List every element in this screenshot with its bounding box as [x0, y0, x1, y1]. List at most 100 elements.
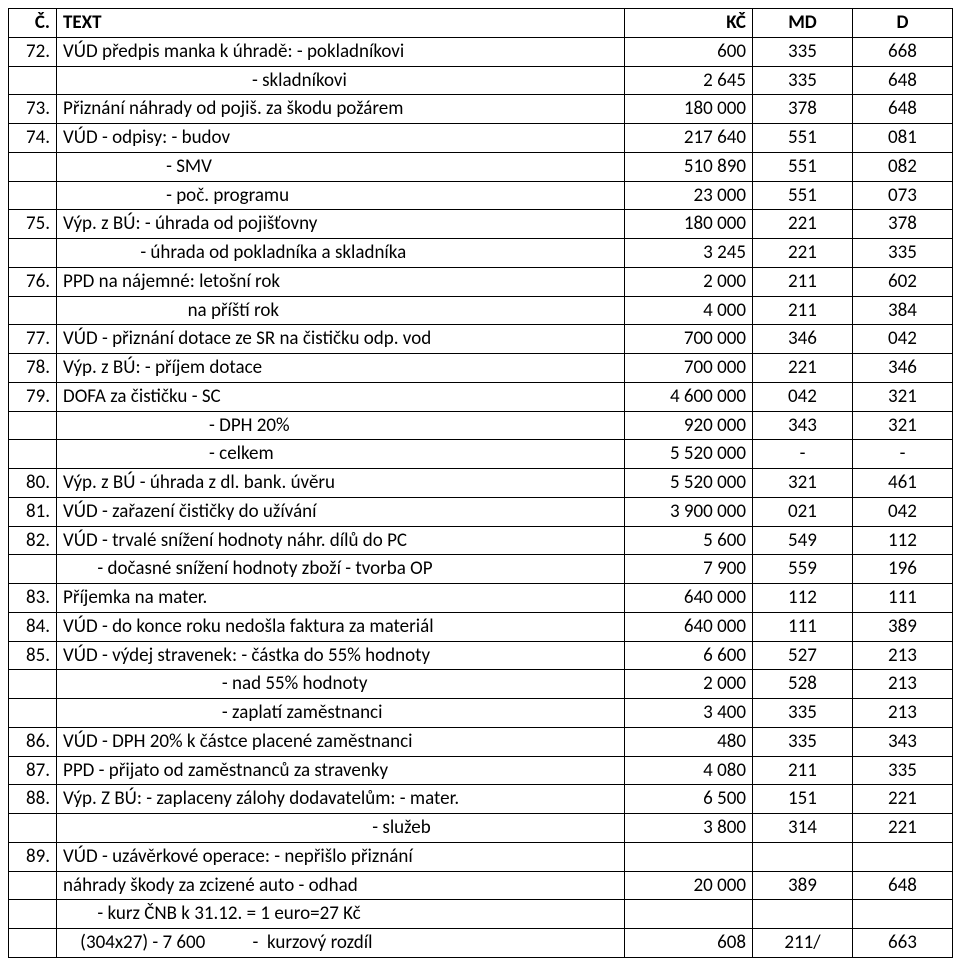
row-kc: [625, 900, 753, 929]
row-number: 88.: [9, 785, 57, 814]
row-kc: 180 000: [625, 95, 753, 124]
row-md: -: [753, 440, 853, 469]
row-kc: 6 500: [625, 785, 753, 814]
row-text: - nad 55% hodnoty: [57, 670, 625, 699]
row-kc: 4 000: [625, 296, 753, 325]
row-kc: 20 000: [625, 871, 753, 900]
row-md: 335: [753, 66, 853, 95]
row-kc: 5 600: [625, 526, 753, 555]
row-d: 346: [853, 354, 953, 383]
row-kc: 5 520 000: [625, 440, 753, 469]
table-row: 78.Výp. z BÚ: - příjem dotace700 0002213…: [9, 354, 953, 383]
row-text: PPD - přijato od zaměstnanců za stravenk…: [57, 756, 625, 785]
header-kc: KČ: [625, 9, 753, 38]
row-text: - kurz ČNB k 31.12. = 1 euro=27 Kč: [57, 900, 625, 929]
row-md: 321: [753, 469, 853, 498]
row-number: 75.: [9, 210, 57, 239]
table-row: 72.VÚD předpis manka k úhradě: - pokladn…: [9, 37, 953, 66]
row-number: 81.: [9, 497, 57, 526]
row-text: DOFA za čističku - SC: [57, 382, 625, 411]
header-d: D: [853, 9, 953, 38]
row-text: na příští rok: [57, 296, 625, 325]
table-row: 75.Výp. z BÚ: - úhrada od pojišťovny180 …: [9, 210, 953, 239]
row-kc: 5 520 000: [625, 469, 753, 498]
table-row: 84.VÚD - do konce roku nedošla faktura z…: [9, 612, 953, 641]
row-kc: 700 000: [625, 325, 753, 354]
row-md: 211: [753, 296, 853, 325]
table-row: 87.PPD - přijato od zaměstnanců za strav…: [9, 756, 953, 785]
row-kc: 3 400: [625, 699, 753, 728]
row-d: [853, 900, 953, 929]
table-row: 80.Výp. z BÚ - úhrada z dl. bank. úvěru5…: [9, 469, 953, 498]
row-d: 213: [853, 641, 953, 670]
row-kc: [625, 842, 753, 871]
row-md: 151: [753, 785, 853, 814]
row-d: 602: [853, 267, 953, 296]
table-row: - skladníkovi2 645335648: [9, 66, 953, 95]
row-d: 663: [853, 929, 953, 958]
row-d: 042: [853, 497, 953, 526]
row-md: 559: [753, 555, 853, 584]
row-text: Výp. z BÚ - úhrada z dl. bank. úvěru: [57, 469, 625, 498]
row-text: Přiznání náhrady od pojiš. za škodu požá…: [57, 95, 625, 124]
table-row: - DPH 20%920 000343321: [9, 411, 953, 440]
table-row: 89.VÚD - uzávěrkové operace: - nepřišlo …: [9, 842, 953, 871]
row-number: [9, 699, 57, 728]
table-row: 74.VÚD - odpisy: - budov217 640551081: [9, 124, 953, 153]
row-kc: 6 600: [625, 641, 753, 670]
row-number: 87.: [9, 756, 57, 785]
row-number: 79.: [9, 382, 57, 411]
row-md: 551: [753, 181, 853, 210]
table-row: 73.Přiznání náhrady od pojiš. za škodu p…: [9, 95, 953, 124]
row-text: VÚD - DPH 20% k částce placené zaměstnan…: [57, 727, 625, 756]
row-d: 073: [853, 181, 953, 210]
row-kc: 700 000: [625, 354, 753, 383]
row-kc: 3 900 000: [625, 497, 753, 526]
row-d: 213: [853, 670, 953, 699]
row-number: 83.: [9, 584, 57, 613]
row-d: [853, 842, 953, 871]
row-d: 648: [853, 95, 953, 124]
row-number: [9, 411, 57, 440]
row-number: 77.: [9, 325, 57, 354]
row-number: [9, 555, 57, 584]
row-kc: 2 645: [625, 66, 753, 95]
row-text: VÚD - zařazení čističky do užívání: [57, 497, 625, 526]
row-number: [9, 929, 57, 958]
row-text: náhrady škody za zcizené auto - odhad: [57, 871, 625, 900]
row-kc: 608: [625, 929, 753, 958]
row-md: 221: [753, 210, 853, 239]
row-md: 551: [753, 124, 853, 153]
row-kc: 480: [625, 727, 753, 756]
table-row: 77.VÚD - přiznání dotace ze SR na čistič…: [9, 325, 953, 354]
table-row: (304x27) - 7 600 - kurzový rozdíl608211/…: [9, 929, 953, 958]
row-text: VÚD předpis manka k úhradě: - pokladníko…: [57, 37, 625, 66]
row-text: Výp. z BÚ: - úhrada od pojišťovny: [57, 210, 625, 239]
row-kc: 7 900: [625, 555, 753, 584]
row-kc: 920 000: [625, 411, 753, 440]
row-text: - DPH 20%: [57, 411, 625, 440]
row-text: - úhrada od pokladníka a skladníka: [57, 239, 625, 268]
row-d: 343: [853, 727, 953, 756]
table-row: - dočasné snížení hodnoty zboží - tvorba…: [9, 555, 953, 584]
row-kc: 3 800: [625, 814, 753, 843]
row-md: 551: [753, 152, 853, 181]
row-text: (304x27) - 7 600 - kurzový rozdíl: [57, 929, 625, 958]
row-md: 211: [753, 756, 853, 785]
row-d: 042: [853, 325, 953, 354]
table-row: 81.VÚD - zařazení čističky do užívání3 9…: [9, 497, 953, 526]
row-md: 335: [753, 727, 853, 756]
row-d: 335: [853, 756, 953, 785]
row-kc: 180 000: [625, 210, 753, 239]
row-text: VÚD - výdej stravenek: - částka do 55% h…: [57, 641, 625, 670]
row-number: 84.: [9, 612, 57, 641]
row-text: Příjemka na mater.: [57, 584, 625, 613]
row-text: - služeb: [57, 814, 625, 843]
row-d: -: [853, 440, 953, 469]
table-row: 85.VÚD - výdej stravenek: - částka do 55…: [9, 641, 953, 670]
row-text: VÚD - odpisy: - budov: [57, 124, 625, 153]
table-row: 82.VÚD - trvalé snížení hodnoty náhr. dí…: [9, 526, 953, 555]
table-row: 88.Výp. Z BÚ: - zaplaceny zálohy dodavat…: [9, 785, 953, 814]
row-d: 221: [853, 785, 953, 814]
row-kc: 23 000: [625, 181, 753, 210]
